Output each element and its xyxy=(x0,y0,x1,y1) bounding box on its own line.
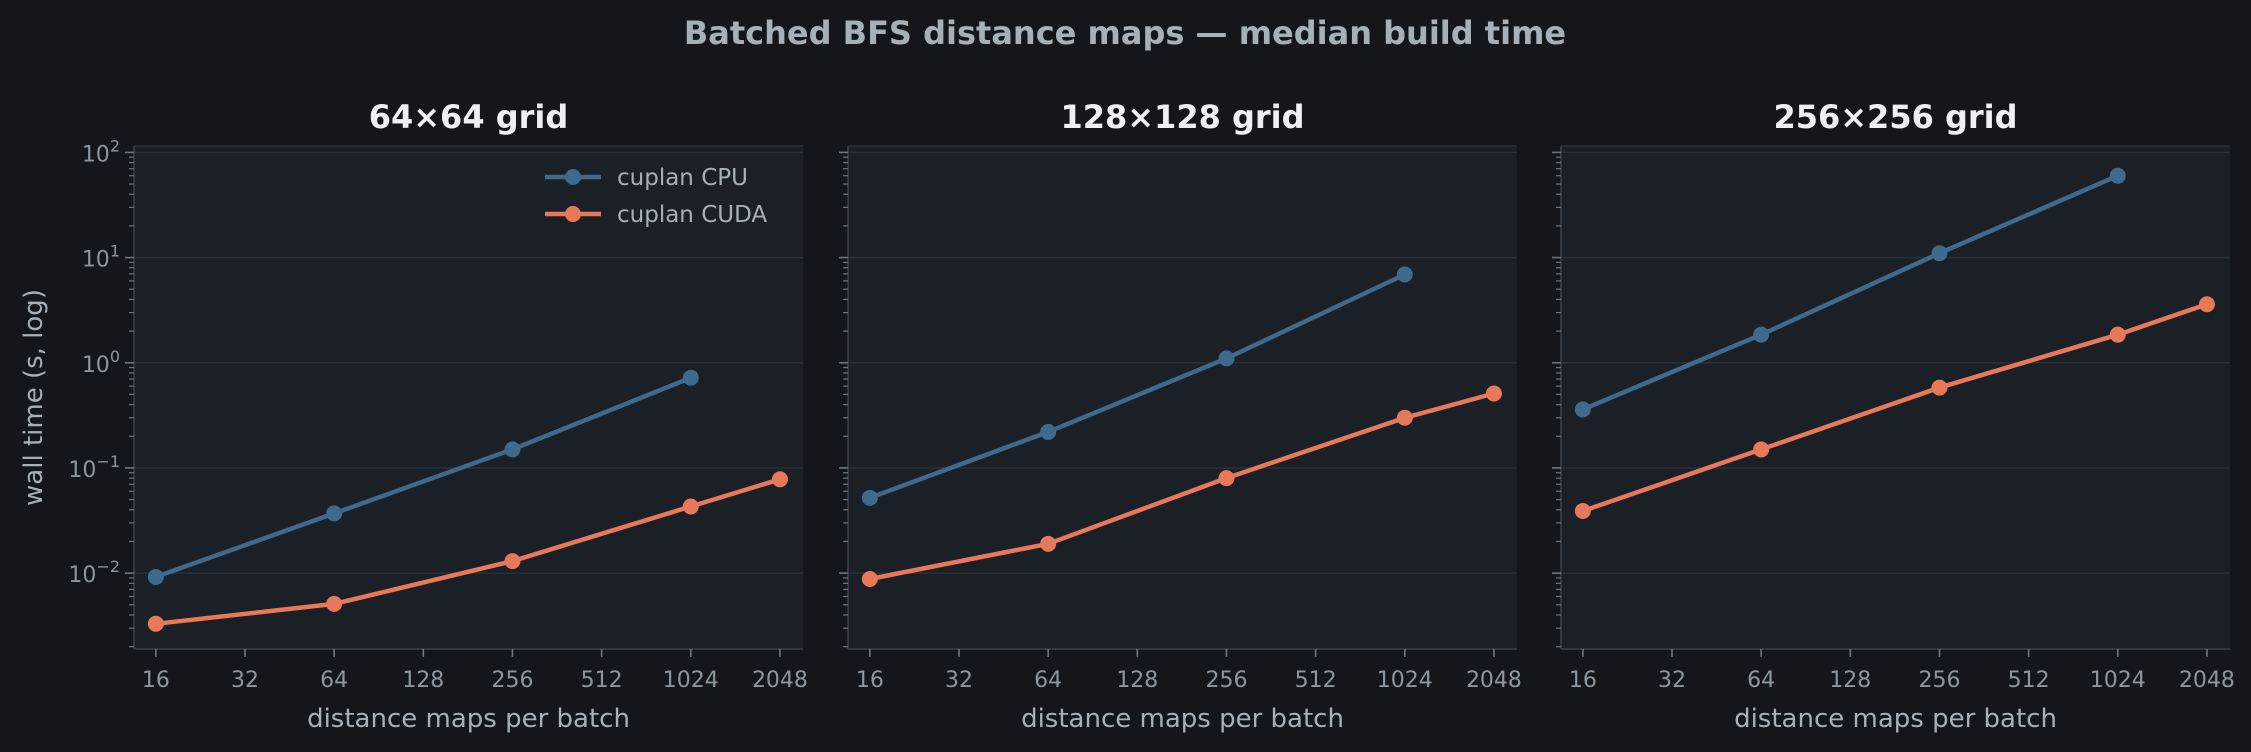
plot-area xyxy=(848,146,1517,649)
x-tick-label: 512 xyxy=(1295,668,1337,693)
x-tick-label: 2048 xyxy=(1466,668,1522,693)
x-tick-label: 1024 xyxy=(1377,668,1433,693)
panel-3: 16 32 64 128 256 512 1024 2048 256×256 grid dista… xyxy=(1552,98,2235,734)
series-cpu xyxy=(861,266,1413,506)
legend-label: cuplan CUDA xyxy=(617,202,767,228)
y-tick-label: 101 xyxy=(82,242,120,273)
data-point xyxy=(1218,470,1235,487)
x-tick-label: 256 xyxy=(491,668,533,693)
y-tick-exponent: −2 xyxy=(96,557,120,576)
y-tick-base: 10 xyxy=(82,353,110,378)
y-tick-exponent: −1 xyxy=(96,452,120,471)
x-tick-label: 32 xyxy=(231,668,259,693)
data-point xyxy=(147,568,164,585)
x-tick-label: 512 xyxy=(2008,668,2050,693)
y-tick-label: 10−2 xyxy=(68,557,120,588)
x-tick-label: 32 xyxy=(1658,668,1686,693)
y-tick-exponent: 1 xyxy=(110,242,120,261)
panel-title: 256×256 grid xyxy=(1773,98,2017,136)
legend-swatch-marker xyxy=(565,206,581,222)
x-tick-label: 16 xyxy=(856,668,884,693)
data-point xyxy=(1574,401,1591,418)
x-axis-label: distance maps per batch xyxy=(1734,704,2057,734)
x-tick-label: 2048 xyxy=(2179,668,2235,693)
x-tick-label: 64 xyxy=(1034,668,1062,693)
panel-title: 64×64 grid xyxy=(369,98,569,136)
x-tick-label: 128 xyxy=(1116,668,1158,693)
x-tick-label: 32 xyxy=(945,668,973,693)
data-point xyxy=(1396,266,1413,283)
legend-entry: cuplan CUDA xyxy=(545,202,767,228)
x-tick-label: 64 xyxy=(1747,668,1775,693)
series-line xyxy=(155,375,692,580)
x-tick-label: 128 xyxy=(1829,668,1871,693)
data-point xyxy=(1040,535,1057,552)
legend-entry: cuplan CPU xyxy=(545,165,748,191)
data-point xyxy=(1040,423,1057,440)
data-point xyxy=(1396,409,1413,426)
data-point xyxy=(861,489,878,506)
data-point xyxy=(2198,296,2215,313)
x-tick-label: 1024 xyxy=(2090,668,2146,693)
series-line xyxy=(869,272,1406,500)
data-point xyxy=(1931,379,1948,396)
x-tick-label: 256 xyxy=(1918,668,1960,693)
data-point xyxy=(771,471,788,488)
y-tick-exponent: 0 xyxy=(110,347,120,366)
y-tick-base: 10 xyxy=(82,142,110,167)
y-tick-exponent: 2 xyxy=(110,136,120,155)
series-line xyxy=(1582,173,2119,412)
x-axis-label: distance maps per batch xyxy=(1021,704,1344,734)
x-tick-label: 2048 xyxy=(752,668,808,693)
data-point xyxy=(147,615,164,632)
data-point xyxy=(2109,167,2126,184)
data-point xyxy=(504,441,521,458)
legend-label: cuplan CPU xyxy=(617,165,748,191)
x-tick-label: 1024 xyxy=(663,668,719,693)
y-tick-base: 10 xyxy=(68,563,96,588)
y-tick-label: 10−1 xyxy=(68,452,120,483)
series-cuda xyxy=(861,385,1502,587)
figure-title: Batched BFS distance maps — median build… xyxy=(684,14,1566,52)
series-cuda xyxy=(147,471,788,632)
data-point xyxy=(1753,441,1770,458)
y-tick-label: 102 xyxy=(82,136,120,167)
series-cpu xyxy=(147,369,699,585)
data-point xyxy=(1753,326,1770,343)
data-point xyxy=(2109,326,2126,343)
data-point xyxy=(1574,502,1591,519)
x-tick-label: 16 xyxy=(142,668,170,693)
plot-area xyxy=(1561,146,2230,649)
data-point xyxy=(1218,350,1235,367)
x-tick-label: 16 xyxy=(1569,668,1597,693)
series-cpu xyxy=(1574,167,2126,418)
data-point xyxy=(1485,385,1502,402)
data-point xyxy=(861,570,878,587)
y-tick-base: 10 xyxy=(82,248,110,273)
x-tick-label: 512 xyxy=(581,668,623,693)
plot-area xyxy=(134,146,803,649)
data-point xyxy=(504,553,521,570)
x-tick-label: 128 xyxy=(402,668,444,693)
x-axis-label: distance maps per batch xyxy=(307,704,630,734)
data-point xyxy=(682,498,699,515)
panel-title: 128×128 grid xyxy=(1060,98,1304,136)
data-point xyxy=(682,369,699,386)
data-point xyxy=(326,505,343,522)
panel-2: 16 32 64 128 256 512 1024 2048 128×128 grid dista… xyxy=(839,98,1522,734)
data-point xyxy=(326,595,343,612)
legend-swatch-marker xyxy=(565,169,581,185)
legend: cuplan CPU cuplan CUDA xyxy=(545,165,767,228)
y-tick-base: 10 xyxy=(68,458,96,483)
series-cuda xyxy=(1574,296,2215,519)
y-axis-label: wall time (s, log) xyxy=(19,289,49,506)
x-tick-label: 64 xyxy=(320,668,348,693)
y-tick-label: 100 xyxy=(82,347,120,378)
x-tick-label: 256 xyxy=(1205,668,1247,693)
data-point xyxy=(1931,245,1948,262)
